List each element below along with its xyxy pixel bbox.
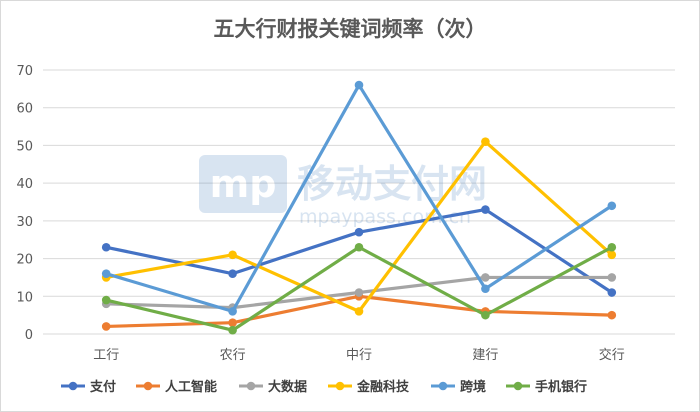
data-point — [354, 307, 364, 316]
series-1 — [101, 205, 617, 297]
legend-swatch-marker — [68, 381, 78, 391]
watermark-name: 移动支付网 — [297, 162, 487, 206]
watermark-logo: mp — [210, 162, 277, 206]
legend-label: 跨境 — [460, 379, 486, 395]
y-tick-label: 30 — [16, 215, 33, 230]
data-point — [354, 288, 364, 297]
y-tick-label: 0 — [25, 328, 33, 343]
y-tick-label: 10 — [16, 290, 33, 305]
legend-label: 金融科技 — [356, 379, 410, 395]
legend-swatch-marker — [438, 381, 448, 391]
data-point — [228, 307, 237, 316]
data-point — [481, 310, 490, 320]
legend-label: 大数据 — [268, 379, 307, 395]
legend-label: 手机银行 — [535, 379, 587, 395]
legend-item: 手机银行 — [506, 379, 587, 395]
data-point — [228, 318, 237, 327]
series-6 — [101, 242, 617, 335]
data-point — [354, 242, 364, 252]
data-point — [607, 273, 617, 282]
legend-label: 人工智能 — [165, 379, 217, 395]
data-point — [481, 137, 490, 146]
data-point — [607, 310, 617, 320]
legend-item: 大数据 — [239, 379, 307, 395]
data-point — [481, 284, 490, 294]
y-tick-label: 60 — [16, 102, 33, 117]
data-point — [354, 80, 364, 90]
x-tick-label: 农行 — [220, 348, 246, 363]
legend-item: 支付 — [61, 379, 116, 395]
x-tick-label: 工行 — [93, 348, 119, 363]
legend-swatch-marker — [335, 381, 345, 391]
data-point — [228, 269, 237, 278]
data-point — [101, 269, 111, 278]
x-tick-label: 交行 — [599, 347, 625, 363]
watermark-url: mpaypass.com.cn — [299, 206, 471, 228]
x-axis-ticks: 工行 农行 中行 建行 交行 — [93, 347, 625, 363]
legend-label: 支付 — [89, 379, 116, 395]
legend-swatch-marker — [143, 381, 153, 391]
data-point — [607, 201, 617, 211]
series-layer — [101, 80, 617, 335]
data-point — [101, 242, 111, 252]
data-point — [354, 227, 364, 237]
series-3 — [101, 273, 617, 312]
legend-swatch-marker — [246, 381, 256, 391]
y-tick-label: 70 — [16, 64, 33, 79]
legend-swatch-marker — [513, 381, 523, 391]
data-point — [101, 295, 111, 305]
x-tick-label: 建行 — [472, 348, 498, 363]
y-axis-ticks: 0 10 20 30 40 50 60 70 — [16, 64, 33, 343]
data-point — [101, 322, 111, 331]
y-tick-label: 20 — [16, 253, 33, 268]
data-point — [481, 273, 490, 282]
data-point — [607, 288, 617, 297]
x-tick-label: 中行 — [346, 348, 372, 363]
legend-item: 金融科技 — [328, 379, 410, 395]
data-point — [607, 242, 617, 252]
watermark-logo-box — [199, 155, 287, 213]
data-point — [481, 205, 490, 214]
legend-item: 跨境 — [431, 379, 486, 395]
legend-item: 人工智能 — [136, 379, 217, 395]
series-5 — [101, 80, 617, 316]
chart-title: 五大行财报关键词频率（次） — [213, 17, 487, 41]
data-point — [228, 250, 237, 260]
y-tick-label: 50 — [16, 139, 33, 154]
data-point — [228, 325, 237, 335]
data-point — [607, 250, 617, 260]
legend: 支付 人工智能 大数据 金融科技 跨境 手机银行 — [61, 379, 587, 395]
y-tick-label: 40 — [16, 177, 33, 192]
